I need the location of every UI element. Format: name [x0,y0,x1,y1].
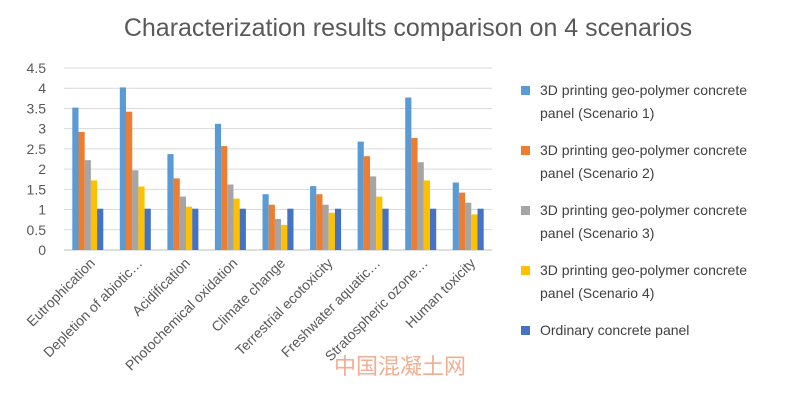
legend-label: 3D printing geo-polymer concrete [540,202,747,218]
bar [167,154,174,250]
bar [471,214,478,250]
y-tick-label: 2 [38,161,46,177]
bar [423,180,430,250]
legend-label: panel (Scenario 4) [540,285,654,301]
y-tick-label: 1 [38,202,46,218]
bar [452,182,459,250]
bar [192,208,199,250]
bars [72,87,484,251]
bar [363,156,370,250]
legend-swatch [521,326,530,335]
y-tick-label: 4 [38,80,46,96]
bar [376,196,383,250]
legend-swatch [521,266,530,275]
bar [97,208,104,250]
bar [138,186,145,250]
bar [239,208,246,250]
bar [370,176,377,250]
y-tick-label: 3.5 [27,100,47,116]
bar [477,208,484,250]
legend-label: 3D printing geo-polymer concrete [540,142,747,158]
bar [72,107,79,250]
bar [430,208,437,250]
bar [268,204,275,250]
legend-swatch [521,146,530,155]
bar [334,208,342,250]
legend-label: Ordinary concrete panel [540,322,689,338]
bar [281,224,288,250]
legend-label: 3D printing geo-polymer concrete [540,82,747,98]
y-tick-label: 0 [38,242,46,258]
bar [458,192,466,250]
bar [119,87,126,251]
legend-label: 3D printing geo-polymer concrete [540,262,747,278]
bar [233,198,240,250]
bar [316,194,323,250]
bar [417,162,424,250]
bar [405,97,412,250]
bar [173,178,180,250]
bar [328,212,335,250]
bar [227,184,234,250]
chart-title: Characterization results comparison on 4… [124,14,692,42]
y-tick-label: 1.5 [27,181,47,197]
bar [214,123,222,250]
bar [411,138,418,250]
legend-swatch [521,86,530,95]
legend-label: panel (Scenario 1) [540,105,654,121]
bar [90,180,98,250]
y-axis-ticks: 0 0.5 1 1.5 2 2.5 3 3.5 4 4.5 [27,60,47,258]
y-tick-label: 3 [38,121,46,137]
bar [310,186,317,250]
legend-label: panel (Scenario 2) [540,165,654,181]
bar [465,202,472,250]
bar [221,146,228,250]
bar [179,196,186,250]
bar [262,194,269,250]
legend-swatch [521,206,530,215]
y-tick-label: 2.5 [27,141,47,157]
bar [322,204,329,250]
legend: 3D printing geo-polymer concrete panel (S… [521,82,747,338]
watermark-text: 中国混凝土网 [334,354,466,379]
bar [126,111,133,250]
bar [357,141,364,250]
bar [287,208,294,250]
bar [274,218,282,250]
y-tick-label: 4.5 [27,60,47,76]
bar [132,170,139,250]
bar [78,131,85,250]
y-tick-label: 0.5 [27,222,47,238]
bar [144,208,151,250]
bar [84,160,91,250]
bar [382,208,389,250]
bar [186,206,193,250]
legend-label: panel (Scenario 3) [540,225,654,241]
